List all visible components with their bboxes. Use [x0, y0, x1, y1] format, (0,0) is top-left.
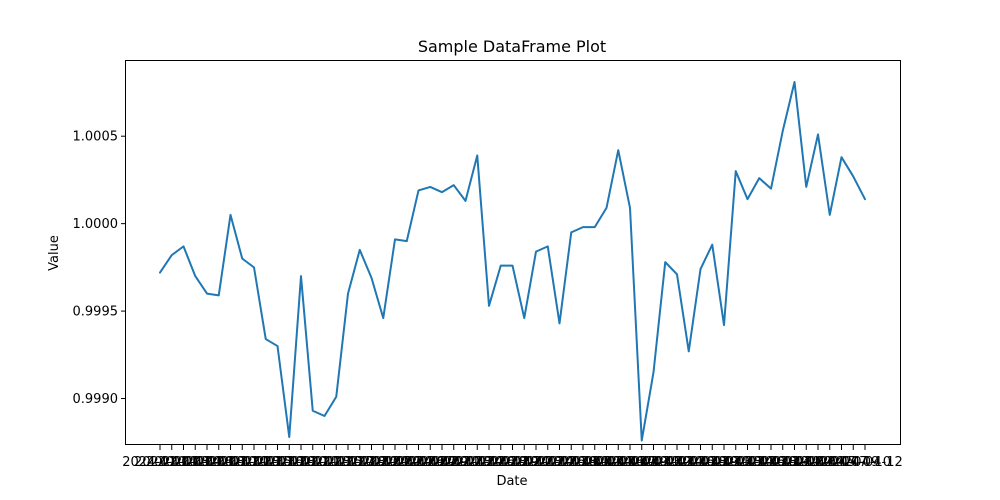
x-tick-label: 2024-01-08 — [169, 455, 245, 470]
x-tick-label: 2024-02-11 — [404, 455, 480, 470]
x-tick-label: 2024-03-07 — [580, 455, 656, 470]
x-tick-label: 2024-03-26 — [710, 455, 786, 470]
series-line — [159, 80, 866, 442]
x-tick-label: 2024-03-18 — [651, 455, 727, 470]
x-tick-label: 2024-02-02 — [345, 455, 421, 470]
x-axis-label: Date — [496, 474, 527, 489]
x-tick-label: 2024-01-06 — [157, 455, 233, 470]
x-tick-label: 2024-04-07 — [792, 455, 868, 470]
y-axis-label: Value — [47, 235, 62, 271]
plot-area-frame — [125, 60, 901, 445]
x-tick-label: 2024-02-24 — [498, 455, 574, 470]
x-tick-label: 2024-02-28 — [522, 455, 598, 470]
y-tick-label: 0.9990 — [73, 392, 119, 407]
x-axis-ticks: 2024-01-012024-01-032024-01-042024-01-06… — [122, 445, 903, 470]
x-tick-label: 2024-04-04 — [768, 455, 844, 470]
x-tick-label: 2024-03-29 — [733, 455, 809, 470]
x-tick-label: 2024-02-21 — [475, 455, 551, 470]
x-tick-label: 2024-01-25 — [287, 455, 363, 470]
x-tick-label: 2024-02-16 — [439, 455, 515, 470]
x-tick-label: 2024-03-12 — [616, 455, 692, 470]
x-tick-label: 2024-04-12 — [827, 455, 903, 470]
x-tick-label: 2024-02-09 — [392, 455, 468, 470]
x-tick-label: 2024-03-02 — [545, 455, 621, 470]
x-tick-label: 2024-01-10 — [181, 455, 257, 470]
x-tick-label: 2024-02-18 — [451, 455, 527, 470]
x-tick-label: 2024-01-15 — [216, 455, 292, 470]
y-tick-label: 0.9995 — [73, 305, 119, 320]
x-tick-label: 2024-03-14 — [627, 455, 703, 470]
x-tick-label: 2024-01-20 — [251, 455, 327, 470]
x-tick-label: 2024-01-11 — [193, 455, 269, 470]
x-tick-label: 2024-02-19 — [463, 455, 539, 470]
x-tick-label: 2024-01-01 — [122, 455, 198, 470]
x-tick-label: 2024-01-28 — [310, 455, 386, 470]
x-tick-label: 2024-01-03 — [134, 455, 210, 470]
x-tick-label: 2024-01-27 — [298, 455, 374, 470]
x-tick-label: 2024-03-11 — [604, 455, 680, 470]
x-tick-label: 2024-03-28 — [721, 455, 797, 470]
x-tick-label: 2024-02-13 — [416, 455, 492, 470]
y-tick-label: 1.0000 — [73, 217, 119, 232]
x-tick-label: 2024-03-24 — [698, 455, 774, 470]
x-tick-label: 2024-03-01 — [533, 455, 609, 470]
x-tick-label: 2024-02-14 — [428, 455, 504, 470]
chart-title: Sample DataFrame Plot — [418, 37, 606, 56]
x-tick-label: 2024-04-10 — [815, 455, 891, 470]
x-tick-label: 2024-01-30 — [322, 455, 398, 470]
x-tick-label: 2024-03-06 — [569, 455, 645, 470]
x-tick-label: 2024-02-23 — [486, 455, 562, 470]
x-tick-label: 2024-02-26 — [510, 455, 586, 470]
x-tick-label: 2024-02-07 — [381, 455, 457, 470]
x-tick-label: 2024-01-21 — [263, 455, 339, 470]
x-tick-label: 2024-02-01 — [334, 455, 410, 470]
x-tick-label: 2024-03-31 — [745, 455, 821, 470]
x-tick-label: 2024-03-19 — [663, 455, 739, 470]
x-tick-label: 2024-01-04 — [146, 455, 222, 470]
x-tick-label: 2024-02-04 — [357, 455, 433, 470]
x-tick-label: 2024-01-16 — [228, 455, 304, 470]
x-tick-label: 2024-03-23 — [686, 455, 762, 470]
x-tick-label: 2024-01-13 — [204, 455, 280, 470]
x-tick-label: 2024-02-06 — [369, 455, 445, 470]
y-tick-label: 1.0005 — [73, 130, 119, 145]
x-tick-label: 2024-04-02 — [757, 455, 833, 470]
x-tick-label: 2024-03-09 — [592, 455, 668, 470]
x-tick-label: 2024-01-23 — [275, 455, 351, 470]
y-axis-ticks: 0.9990 0.9995 1.0000 1.0005 — [73, 130, 126, 407]
x-tick-label: 2024-04-05 — [780, 455, 856, 470]
x-tick-label: 2024-03-16 — [639, 455, 715, 470]
x-tick-label: 2024-03-21 — [674, 455, 750, 470]
x-tick-label: 2024-01-18 — [240, 455, 316, 470]
x-tick-label: 2024-03-04 — [557, 455, 633, 470]
x-tick-label: 2024-04-09 — [804, 455, 880, 470]
